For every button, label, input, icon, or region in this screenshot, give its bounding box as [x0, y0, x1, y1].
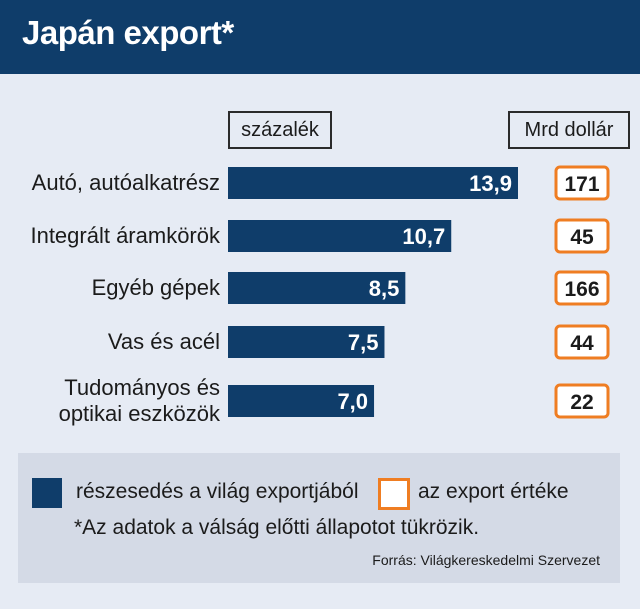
category-label-3: Vas és acél [108, 329, 220, 355]
category-label-line: Autó, autóalkatrész [31, 170, 220, 195]
export-value-box-3 [554, 324, 610, 360]
category-label-line: Tudományos és [64, 375, 220, 400]
export-value-box-0 [554, 165, 610, 201]
legend-panel [18, 453, 620, 583]
category-label-line: optikai eszközök [58, 401, 220, 426]
bar-1 [228, 220, 452, 252]
footnote: *Az adatok a válság előtti állapotot tük… [74, 516, 480, 539]
bar-value-label-4: 7,0 [337, 389, 368, 414]
percent-unit-label: százalék [228, 111, 332, 149]
category-label-1: Integrált áramkörök [30, 223, 220, 249]
usd-unit-label: Mrd dollár [508, 111, 630, 149]
bar-value-label-1: 10,7 [402, 224, 445, 249]
export-value-label-4: 22 [570, 391, 593, 414]
bar-3 [228, 326, 385, 358]
export-value-box-4 [554, 383, 610, 419]
legend-bar-label: részesedés a világ exportjából [76, 480, 359, 503]
legend-box-label: az export értéke [418, 480, 569, 503]
bar-0 [228, 167, 518, 199]
category-label-4: Tudományos és optikai eszközök [59, 375, 220, 427]
legend-box-swatch [378, 478, 410, 510]
category-label-line: Egyéb gépek [91, 275, 220, 300]
bar-value-label-0: 13,9 [469, 171, 512, 196]
category-label-line: Integrált áramkörök [30, 223, 220, 248]
export-value-label-0: 171 [564, 173, 599, 196]
export-value-box-2 [554, 270, 610, 306]
category-label-line: Vas és acél [107, 329, 220, 354]
source-note: Forrás: Világkereskedelmi Szervezet [372, 552, 600, 568]
category-label-2: Egyéb gépek [92, 275, 220, 301]
export-value-label-3: 44 [570, 332, 594, 355]
title-bar: Japán export* [0, 0, 640, 74]
chart-title: Japán export* [22, 14, 234, 51]
bar-2 [228, 272, 406, 304]
bar-chart: 13,9 171 10,7 45 8,5 166 7,5 44 7,0 22 [228, 165, 610, 419]
bar-4 [228, 385, 375, 417]
bar-value-label-3: 7,5 [348, 330, 379, 355]
category-label-0: Autó, autóalkatrész [32, 170, 220, 196]
bar-value-label-2: 8,5 [369, 276, 400, 301]
export-value-box-1 [554, 218, 610, 254]
legend-bar-swatch [32, 478, 62, 508]
export-value-label-1: 45 [570, 226, 594, 249]
export-value-label-2: 166 [564, 278, 599, 301]
